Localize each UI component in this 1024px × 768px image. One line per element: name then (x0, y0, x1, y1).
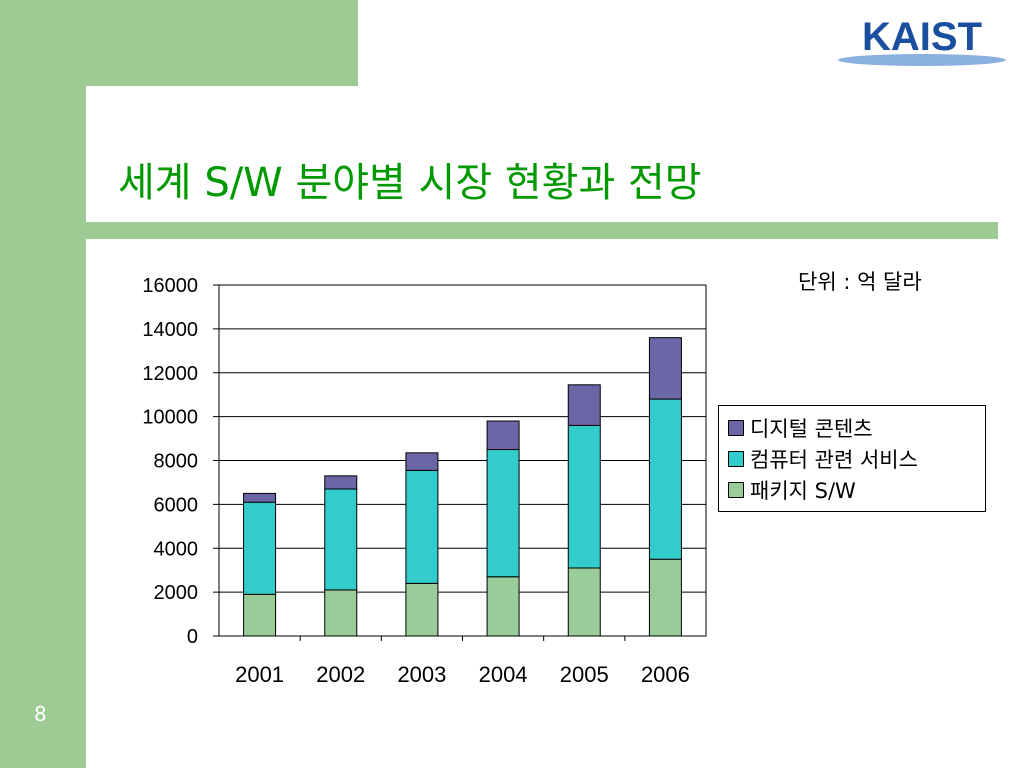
y-tick-label: 2000 (154, 582, 199, 604)
legend-item-package-sw: 패키지 S/W (719, 474, 985, 505)
y-tick-label: 4000 (154, 538, 199, 560)
bar-segment (324, 589, 358, 637)
bar-segment (243, 501, 277, 595)
top-frame-band (0, 0, 358, 86)
bar-segment (243, 593, 277, 637)
x-tick-label: 2005 (560, 662, 609, 687)
y-tick-label: 12000 (142, 363, 198, 385)
x-tick-label: 2003 (397, 662, 446, 687)
logo-text: KAIST (862, 15, 982, 59)
x-tick-label: 2004 (479, 662, 528, 687)
chart-legend: 디지털 콘텐츠 컴퓨터 관련 서비스 패키지 S/W (718, 405, 986, 512)
legend-label: 디지털 콘텐츠 (750, 416, 873, 441)
legend-label: 패키지 S/W (750, 478, 856, 503)
legend-item-computer-services: 컴퓨터 관련 서비스 (719, 443, 985, 474)
bar-segment (405, 452, 439, 471)
left-frame-band (0, 0, 86, 768)
y-tick-label: 8000 (154, 451, 199, 473)
slide-number: 8 (34, 702, 47, 726)
bar-segment (648, 337, 682, 400)
legend-swatch (728, 419, 744, 436)
bar-segment (405, 469, 439, 584)
bar-segment (567, 424, 601, 569)
bar-segment (567, 384, 601, 426)
bar-segment (405, 582, 439, 637)
bar-segment (324, 475, 358, 490)
bar-segment (324, 488, 358, 591)
legend-item-digital-contents: 디지털 콘텐츠 (719, 412, 985, 443)
unit-label: 단위 : 억 달라 (798, 270, 922, 294)
legend-swatch (728, 481, 744, 498)
y-tick-label: 14000 (142, 319, 198, 341)
logo-swoosh (838, 54, 1006, 66)
y-tick-label: 0 (187, 626, 198, 648)
bar-segment (243, 492, 277, 503)
y-tick-label: 6000 (154, 494, 199, 516)
title-underline-band (86, 222, 998, 239)
y-tick-label: 10000 (142, 407, 198, 429)
slide-title: 세계 S/W 분야별 시장 현황과 전망 (118, 160, 702, 206)
bar-segment (648, 398, 682, 560)
y-tick-label: 16000 (142, 275, 198, 297)
bar-segment (486, 420, 520, 451)
legend-swatch (728, 450, 744, 467)
bar-segment (567, 567, 601, 637)
bar-segment (648, 558, 682, 637)
bar-segment (486, 449, 520, 578)
kaist-logo: KAIST (838, 15, 1006, 66)
legend-label: 컴퓨터 관련 서비스 (750, 447, 918, 472)
bar-segment (486, 576, 520, 637)
x-tick-label: 2001 (235, 662, 284, 687)
x-tick-label: 2006 (641, 662, 690, 687)
x-tick-label: 2002 (316, 662, 365, 687)
